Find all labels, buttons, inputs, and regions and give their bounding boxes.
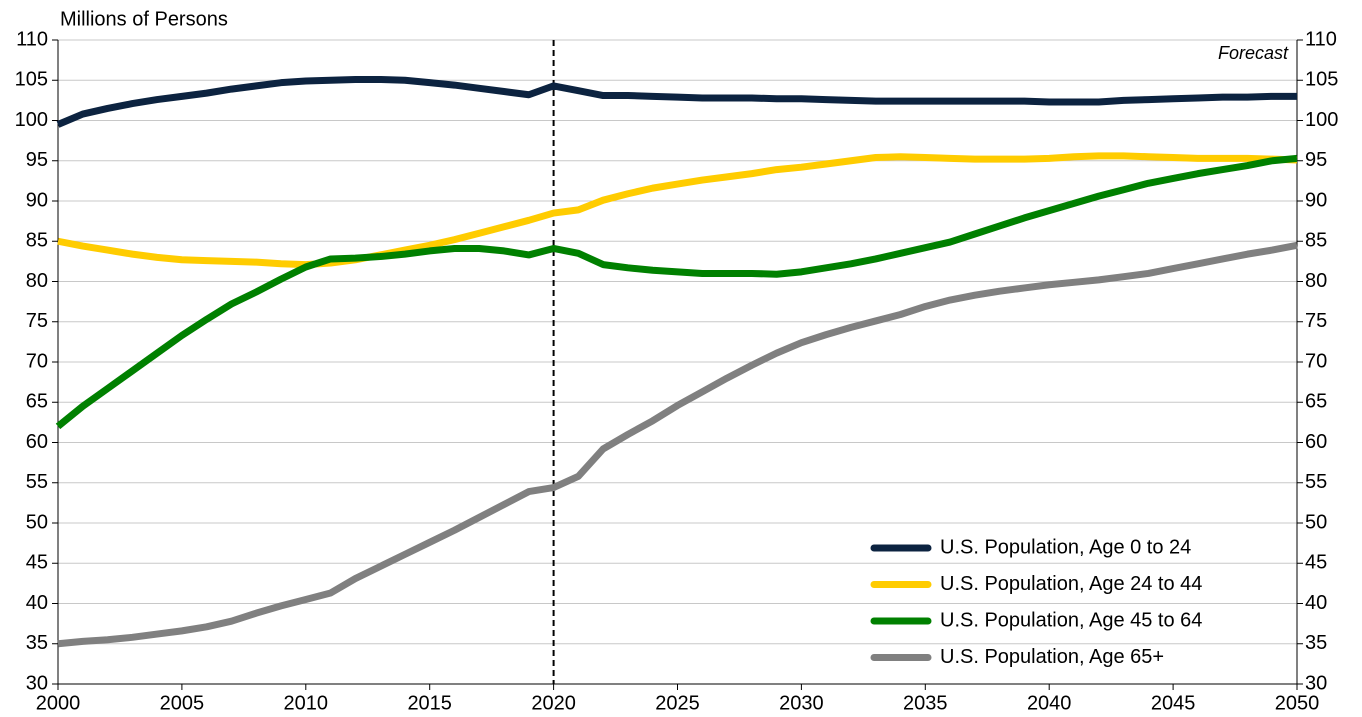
y2-tick-label: 55 xyxy=(1305,471,1327,493)
y2-tick-label: 65 xyxy=(1305,391,1327,413)
y2-tick-label: 90 xyxy=(1305,189,1327,211)
y-tick-label: 30 xyxy=(26,672,48,694)
y2-tick-label: 30 xyxy=(1305,672,1327,694)
y2-tick-label: 40 xyxy=(1305,592,1327,614)
y-tick-label: 35 xyxy=(26,632,48,654)
y2-tick-label: 45 xyxy=(1305,552,1327,574)
y-tick-label: 60 xyxy=(26,431,48,453)
y-tick-label: 85 xyxy=(26,230,48,252)
y2-tick-label: 110 xyxy=(1305,28,1337,50)
x-tick-label: 2045 xyxy=(1151,692,1196,714)
legend-label: U.S. Population, Age 65+ xyxy=(940,646,1164,668)
y-tick-label: 75 xyxy=(26,310,48,332)
y-tick-label: 110 xyxy=(16,28,48,50)
x-tick-label: 2005 xyxy=(160,692,205,714)
x-tick-label: 2025 xyxy=(655,692,700,714)
y-tick-label: 90 xyxy=(26,189,48,211)
x-tick-label: 2030 xyxy=(779,692,824,714)
legend-label: U.S. Population, Age 45 to 64 xyxy=(940,609,1202,631)
series-line xyxy=(56,75,1297,128)
y2-tick-label: 60 xyxy=(1305,431,1327,453)
x-tick-label: 2000 xyxy=(36,692,81,714)
y2-tick-label: 75 xyxy=(1305,310,1327,332)
y-tick-label: 65 xyxy=(26,391,48,413)
y2-tick-label: 100 xyxy=(1305,109,1338,131)
x-tick-label: 2040 xyxy=(1027,692,1072,714)
y2-tick-label: 50 xyxy=(1305,511,1327,533)
legend-label: U.S. Population, Age 0 to 24 xyxy=(940,536,1191,558)
series-line xyxy=(57,241,1298,648)
y-tick-label: 70 xyxy=(26,350,48,372)
y-tick-label: 105 xyxy=(15,69,48,91)
y2-tick-label: 70 xyxy=(1305,350,1327,372)
series-line xyxy=(55,154,1298,430)
y2-tick-label: 35 xyxy=(1305,632,1327,654)
x-tick-label: 2035 xyxy=(903,692,948,714)
y-axis-label: Millions of Persons xyxy=(60,8,228,30)
y2-tick-label: 80 xyxy=(1305,270,1327,292)
x-tick-label: 2050 xyxy=(1275,692,1320,714)
y-tick-label: 45 xyxy=(26,552,48,574)
series-line xyxy=(57,152,1298,269)
x-tick-label: 2020 xyxy=(531,692,576,714)
y2-tick-label: 85 xyxy=(1305,230,1327,252)
y-tick-label: 50 xyxy=(26,511,48,533)
y-tick-label: 55 xyxy=(26,471,48,493)
y-tick-label: 40 xyxy=(26,592,48,614)
x-tick-label: 2010 xyxy=(284,692,329,714)
legend-label: U.S. Population, Age 24 to 44 xyxy=(940,573,1202,595)
annotation: Forecast xyxy=(1218,43,1289,63)
y-tick-label: 95 xyxy=(26,149,48,171)
y2-tick-label: 105 xyxy=(1305,69,1338,91)
y2-tick-label: 95 xyxy=(1305,149,1327,171)
x-tick-label: 2015 xyxy=(407,692,452,714)
y-tick-label: 100 xyxy=(15,109,48,131)
y-tick-label: 80 xyxy=(26,270,48,292)
